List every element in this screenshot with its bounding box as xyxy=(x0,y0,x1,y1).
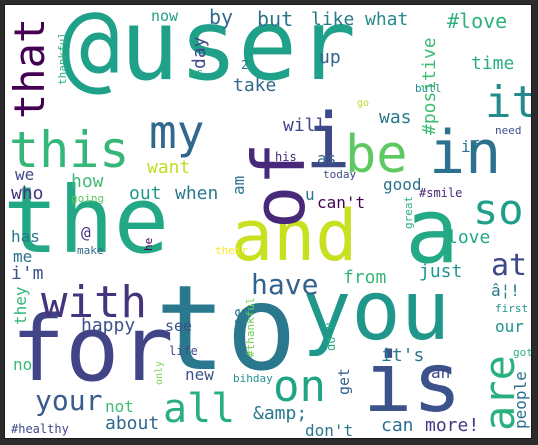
word-first: first xyxy=(495,302,529,315)
word-what: what xyxy=(365,9,409,30)
word-on: on xyxy=(273,361,326,412)
word-more: more! xyxy=(425,415,480,436)
word-day: day xyxy=(189,36,210,69)
word-in: in xyxy=(429,118,502,188)
word-2: 2 xyxy=(241,58,249,72)
word-im: i'm xyxy=(11,263,44,284)
word-how: how xyxy=(71,171,104,192)
word-have: have xyxy=(251,268,319,301)
word-i: i xyxy=(305,96,351,185)
word-your: your xyxy=(35,384,103,417)
word-thankful: thankful xyxy=(56,32,69,85)
word-at-sign: @ xyxy=(81,223,91,242)
word-good: good xyxy=(383,175,422,194)
word-so: so xyxy=(473,185,524,234)
word-smile: #smile xyxy=(419,186,463,200)
word-love: love xyxy=(447,227,491,248)
word-they: they xyxy=(11,286,30,325)
word-at: at xyxy=(491,248,528,283)
word-we: we xyxy=(15,165,35,184)
word-out: out xyxy=(129,183,162,204)
word-amp: &amp; xyxy=(253,403,308,424)
word-will: will xyxy=(283,115,327,136)
word-take: take xyxy=(233,75,277,96)
word-euro: â¦! xyxy=(491,281,520,300)
word-when: when xyxy=(175,183,219,204)
word-hash-thankful: #thankful xyxy=(244,297,257,357)
word-it: it xyxy=(485,77,531,128)
word-people: people xyxy=(511,371,530,429)
word-cloud: @user the and to you a for is of i in be… xyxy=(4,4,532,439)
word-but: but xyxy=(257,7,294,31)
word-new: new xyxy=(185,365,214,384)
word-up: up xyxy=(319,47,341,68)
word-about: about xyxy=(105,413,160,434)
word-like: like xyxy=(311,9,355,30)
word-no: no xyxy=(13,355,33,374)
word-bihday: bihday xyxy=(233,372,273,385)
word-our: our xyxy=(495,317,524,336)
word-can: can xyxy=(381,415,414,436)
word-hashlove: #love xyxy=(447,9,508,33)
word-to: to xyxy=(155,259,298,397)
word-user: @user xyxy=(61,4,357,103)
word-great: great xyxy=(402,195,415,229)
word-healthy: #healthy xyxy=(11,422,69,436)
word-the: the xyxy=(4,167,170,274)
word-go: go xyxy=(357,98,370,109)
word-has: has xyxy=(11,227,40,246)
word-and: and xyxy=(231,195,358,277)
word-all: all xyxy=(163,386,236,432)
word-its: it's xyxy=(381,345,425,366)
word-just: just xyxy=(419,261,463,282)
word-cant: can't xyxy=(317,193,366,212)
word-got: got xyxy=(513,346,532,359)
word-their: their xyxy=(215,244,249,257)
word-a: a xyxy=(405,179,460,284)
word-was: was xyxy=(379,107,412,128)
word-you: you xyxy=(302,264,451,359)
word-get: get xyxy=(335,367,353,395)
word-is: is xyxy=(363,336,462,431)
word-make: make xyxy=(77,244,104,257)
word-am: am xyxy=(229,175,248,195)
word-be: be xyxy=(345,125,408,185)
word-time: time xyxy=(471,53,515,74)
word-who: who xyxy=(11,183,44,204)
word-bull: bull xyxy=(415,82,442,95)
word-today: today xyxy=(323,168,357,181)
word-for: for xyxy=(11,297,174,402)
word-with: with xyxy=(41,277,147,328)
word-his: his xyxy=(275,150,297,164)
word-an: an xyxy=(431,363,451,382)
word-do: do ‼ xyxy=(324,322,338,351)
word-only: only xyxy=(154,360,165,385)
word-going: going xyxy=(71,192,105,205)
word-that: that xyxy=(5,17,54,119)
word-or: or xyxy=(189,66,203,79)
word-see: see xyxy=(165,317,193,335)
word-if: if xyxy=(461,137,481,156)
word-by: by xyxy=(209,5,234,29)
word-want: want xyxy=(147,157,191,178)
word-u: u xyxy=(305,185,315,204)
word-now: now xyxy=(151,7,179,25)
word-need: need xyxy=(495,124,522,137)
word-from: from xyxy=(343,267,387,288)
word-my: my xyxy=(149,105,205,159)
word-life: life xyxy=(169,344,198,358)
word-me: me xyxy=(13,247,33,266)
word-dont: don't xyxy=(305,421,354,439)
word-happy: happy xyxy=(81,315,136,336)
word-not: not xyxy=(105,397,134,416)
word-as: as xyxy=(317,149,337,168)
word-he: he xyxy=(142,237,155,251)
word-this: this xyxy=(9,121,130,179)
